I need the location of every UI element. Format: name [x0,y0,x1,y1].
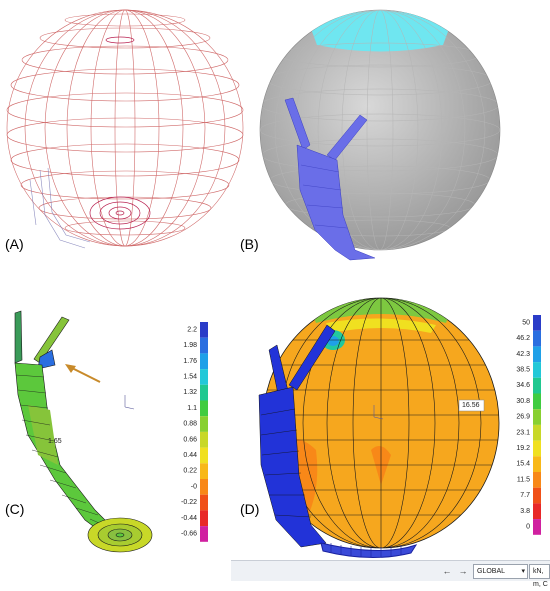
legend-tick-label: 1.76 [183,358,197,365]
legend-tick-label: 23.1 [516,429,530,436]
legend-tick-label: 0.88 [183,421,197,428]
indicator-arrow [69,366,101,383]
legend-swatch [533,315,541,331]
status-bar: ← → GLOBAL ▾ kN, m, C [231,560,550,588]
legend-swatch [533,330,541,347]
panel-c-label: (C) [5,501,25,517]
legend-tick-label: 15.4 [516,461,530,468]
legend-tick-label: 50 [522,319,530,326]
legend-swatch [533,346,541,363]
panel-a-label: (A) [5,236,24,252]
legend-swatch [200,400,208,417]
units-select[interactable]: kN, m, C [529,564,550,588]
legend-swatch [200,337,208,354]
legend-swatch [533,456,541,472]
legend-swatch [200,416,208,432]
legend-swatch [200,447,208,464]
legend-swatch [200,510,208,527]
panel-d-stress-sphere: 50 46.2 42.3 38.5 34.6 30.8 26.9 23.1 19.2 15.4 11… [258,297,541,558]
legend-swatch [533,440,541,457]
legend-swatch [533,503,541,520]
legend-tick-label: -0.66 [181,531,197,538]
arrow-left-icon[interactable]: ← [442,566,452,576]
legend-tick-label: 11.5 [517,476,530,483]
panel-d-label: (D) [240,501,260,517]
coord-system-select[interactable]: GLOBAL ▾ [473,564,528,579]
panel-c-probe-value: 1.65 [48,438,62,445]
legend-tick-label: 1.1 [187,405,197,412]
legend-swatch [533,409,541,425]
legend-tick-label: 38.5 [516,367,530,374]
legend-swatch [200,384,208,401]
legend-tick-label: 42.3 [516,351,530,358]
legend-swatch [200,431,208,448]
legend-tick-label: -0 [191,483,197,490]
panel-b-label: (B) [240,236,259,252]
legend-swatch [533,362,541,378]
chevron-down-icon: ▾ [521,568,525,575]
coord-system-value: GLOBAL [477,568,506,575]
legend-swatch [533,393,541,410]
panel-c-appendage-contour: 2.2 1.98 1.76 1.54 1.32 1.1 0.88 0.66 0.44 0.22 -0… [14,310,208,553]
legend-swatch [533,472,541,488]
legend-swatch [200,494,208,511]
legend-swatch [200,463,208,479]
legend-swatch [533,377,541,394]
panel-d-probe-value: 16.56 [462,402,480,409]
legend-tick-label: -0.22 [181,499,197,506]
legend-tick-label: 34.6 [516,382,530,389]
legend-d: 50 46.2 42.3 38.5 34.6 30.8 26.9 23.1 19.2 15.4 11… [516,315,541,535]
legend-tick-label: 26.9 [516,414,530,421]
legend-tick-label: 46.2 [516,335,530,342]
legend-tick-label: 30.8 [516,398,530,405]
legend-tick-label: 7.7 [520,492,530,499]
legend-swatch [200,479,208,495]
legend-tick-label: 19.2 [516,445,530,452]
legend-tick-label: 0.66 [183,436,197,443]
legend-swatch [200,369,208,385]
legend-swatch [533,424,541,441]
legend-swatch [533,519,541,535]
panel-a-wireframe-sphere [6,9,244,249]
legend-swatch [200,526,208,542]
legend-tick-label: 0.22 [183,468,197,475]
legend-tick-label: 0 [526,524,530,531]
legend-swatch [200,353,208,370]
panel-b-shaded-sphere [259,9,501,261]
legend-tick-label: 1.54 [183,374,197,381]
legend-c: 2.2 1.98 1.76 1.54 1.32 1.1 0.88 0.66 0.44 0.22 -0… [181,322,208,542]
legend-tick-label: 2.2 [187,326,197,333]
legend-tick-label: 1.32 [183,389,197,396]
legend-tick-label: 3.8 [520,508,530,515]
legend-tick-label: -0.44 [181,515,197,522]
legend-tick-label: 0.44 [183,452,197,459]
legend-tick-label: 1.98 [183,342,197,349]
arrow-right-icon[interactable]: → [458,566,468,576]
legend-swatch [533,487,541,504]
legend-swatch [200,322,208,338]
units-value: kN, m, C [533,568,548,588]
